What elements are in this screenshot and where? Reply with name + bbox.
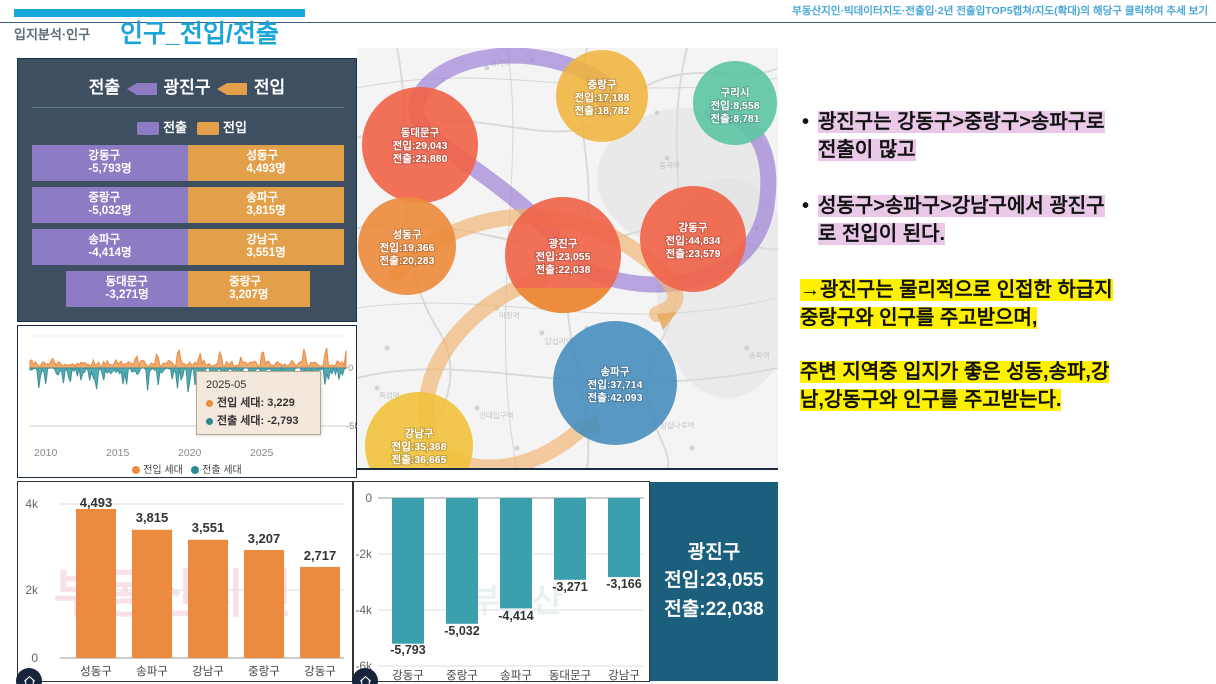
svg-text:-5,032: -5,032 xyxy=(444,624,479,638)
svg-text:강동구: 강동구 xyxy=(679,221,708,234)
svg-text:전출:42,093: 전출:42,093 xyxy=(588,391,643,404)
svg-text:마장역: 마장역 xyxy=(499,310,520,320)
svg-text:송파구: 송파구 xyxy=(136,665,168,678)
svg-text:0: 0 xyxy=(348,363,353,374)
svg-text:전출:8,781: 전출:8,781 xyxy=(710,112,759,125)
svg-text:4,493: 4,493 xyxy=(80,495,113,510)
svg-text:송파구: 송파구 xyxy=(601,365,630,378)
svg-text:전출:36,665: 전출:36,665 xyxy=(392,453,447,466)
svg-text:2025: 2025 xyxy=(250,447,274,459)
svg-text:건대입구역: 건대입구역 xyxy=(479,410,514,420)
svg-text:3,815: 3,815 xyxy=(136,510,169,525)
svg-text:-4k: -4k xyxy=(355,603,373,617)
svg-text:성동구: 성동구 xyxy=(80,665,112,678)
svg-text:0: 0 xyxy=(365,491,372,505)
svg-text:전입:23,055: 전입:23,055 xyxy=(536,250,591,263)
svg-text:-4,414: -4,414 xyxy=(498,609,533,623)
svg-text:중랑구: 중랑구 xyxy=(588,79,617,91)
svg-text:강남구: 강남구 xyxy=(192,665,224,678)
svg-text:전출:18,782: 전출:18,782 xyxy=(575,104,630,117)
svg-text:송파구: 송파구 xyxy=(500,669,532,682)
svg-text:전입:29,043: 전입:29,043 xyxy=(393,139,448,152)
svg-text:4k: 4k xyxy=(25,497,39,511)
svg-text:잠실나루역: 잠실나루역 xyxy=(660,420,695,430)
svg-text:-5,793: -5,793 xyxy=(390,643,425,657)
svg-text:강남구: 강남구 xyxy=(608,669,640,682)
svg-text:강동구: 강동구 xyxy=(304,665,336,678)
svg-text:-3,271: -3,271 xyxy=(552,580,587,594)
svg-text:2010: 2010 xyxy=(34,447,58,459)
svg-text:중곡역: 중곡역 xyxy=(659,160,680,170)
svg-text:동대문구: 동대문구 xyxy=(549,669,591,682)
svg-text:전출:23,880: 전출:23,880 xyxy=(393,152,448,165)
svg-text:3,551: 3,551 xyxy=(192,520,225,535)
svg-text:송파역: 송파역 xyxy=(749,350,770,360)
svg-text:3,207: 3,207 xyxy=(248,531,281,546)
svg-text:구리시: 구리시 xyxy=(721,86,750,99)
svg-text:전출:20,283: 전출:20,283 xyxy=(380,254,435,267)
svg-text:전출:22,038: 전출:22,038 xyxy=(536,263,591,276)
svg-text:성동구: 성동구 xyxy=(393,228,422,241)
svg-text:동대문구: 동대문구 xyxy=(401,126,440,139)
svg-text:-2k: -2k xyxy=(355,547,373,561)
svg-text:중랑구: 중랑구 xyxy=(248,665,280,678)
svg-text:전입:19,366: 전입:19,366 xyxy=(380,241,435,254)
svg-text:전입:35,368: 전입:35,368 xyxy=(392,440,447,453)
svg-text:전입:44,834: 전입:44,834 xyxy=(666,234,721,247)
svg-text:전입:37,714: 전입:37,714 xyxy=(588,378,643,391)
svg-text:2,717: 2,717 xyxy=(304,548,337,563)
svg-text:광진구: 광진구 xyxy=(549,237,578,250)
svg-text:강동구: 강동구 xyxy=(392,669,424,682)
svg-text:0: 0 xyxy=(31,651,38,665)
svg-text:2020: 2020 xyxy=(178,447,202,459)
svg-text:중랑구: 중랑구 xyxy=(446,669,478,682)
svg-text:전출:23,579: 전출:23,579 xyxy=(666,247,721,260)
svg-text:2015: 2015 xyxy=(106,447,130,459)
svg-text:전입:8,558: 전입:8,558 xyxy=(710,99,759,112)
svg-text:전입:17,188: 전입:17,188 xyxy=(575,91,630,104)
svg-text:-3,166: -3,166 xyxy=(606,577,641,591)
svg-text:2k: 2k xyxy=(25,583,39,597)
svg-text:강남구: 강남구 xyxy=(405,427,434,440)
